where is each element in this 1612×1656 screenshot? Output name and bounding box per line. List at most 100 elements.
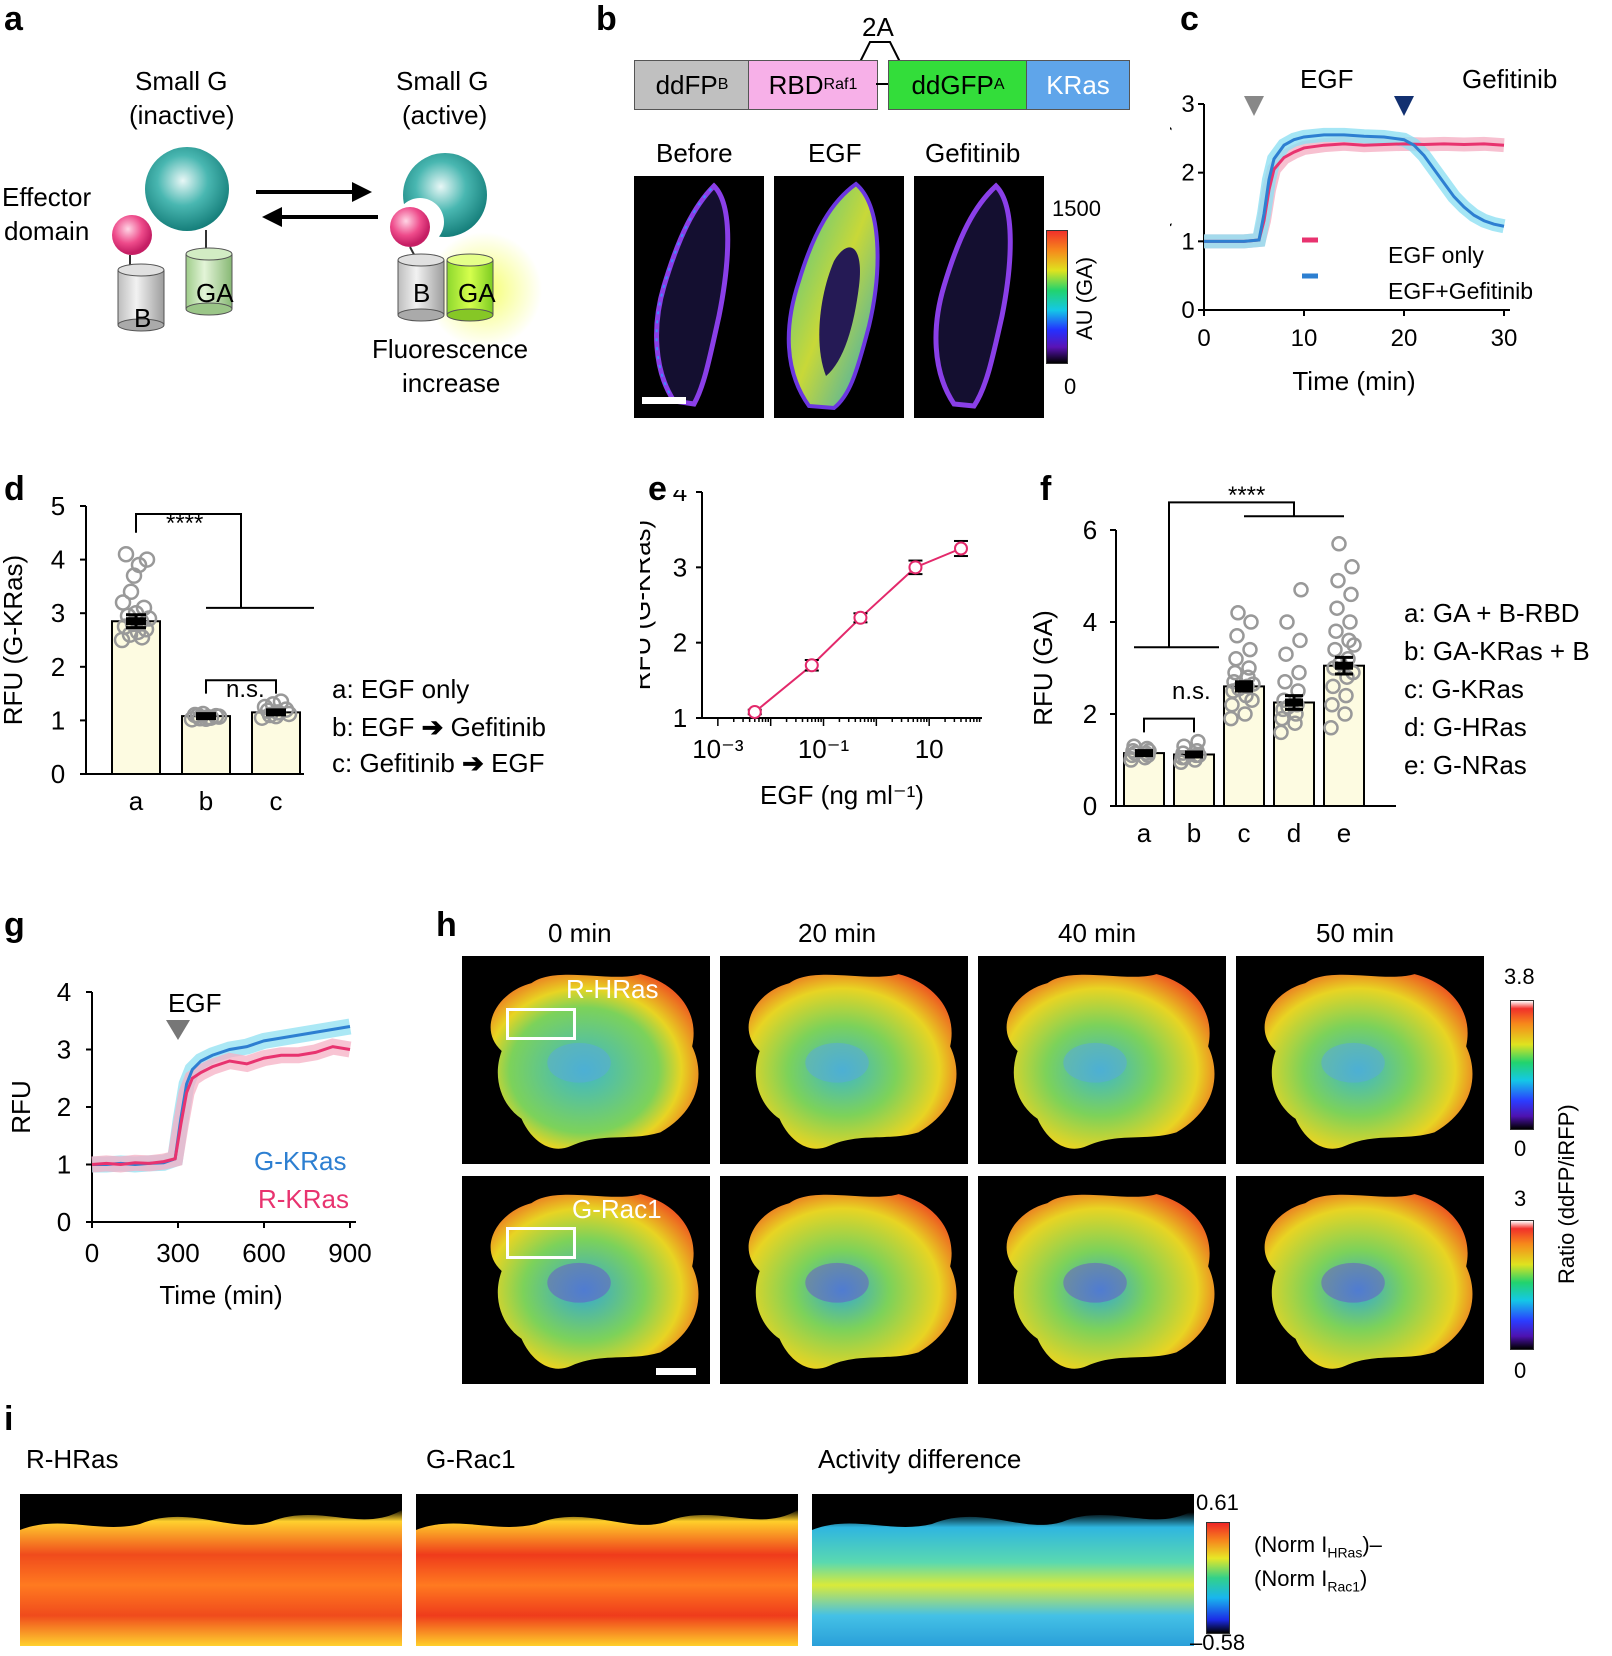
i-title-grac1: G-Rac1 [426, 1444, 516, 1474]
chart-f-xtick-label: a [1137, 818, 1152, 848]
panel-a-schematic [112, 147, 542, 348]
construct-ddgfp-sub: A [993, 76, 1005, 93]
h-row1-label: R-HRas [566, 974, 659, 1004]
h-image-r1-c3 [978, 956, 1226, 1164]
chart-f-point [1244, 692, 1260, 708]
colorbar-h2-max: 3 [1514, 1186, 1527, 1211]
chart-d-xtick-label: b [199, 786, 213, 816]
chart-f-point [1291, 664, 1307, 681]
chart-f-point [1323, 720, 1339, 736]
chart-d-point [125, 567, 143, 584]
cell-image-egf [774, 176, 904, 418]
h-roi-box-2 [506, 1227, 576, 1259]
chart-f-mean [1235, 682, 1253, 691]
condition-gefitinib: Gefitinib [925, 138, 1021, 168]
chart-e-point [804, 658, 819, 673]
chart-d-mean [196, 712, 216, 721]
chart-d-ytick-label: 2 [51, 652, 65, 682]
chart-f-point [1277, 674, 1293, 690]
chart-c-gefitinib-marker [1394, 96, 1414, 116]
effector-ball-right [390, 207, 430, 247]
chart-f-point [1227, 664, 1243, 681]
chart-d: 0 1 2 3 4 5 RFU (G-KRas) a b c [0, 491, 314, 816]
chart-f-point [1344, 559, 1360, 575]
chart-g-ytick-label: 1 [57, 1150, 71, 1180]
chart-f-bar-e [1323, 664, 1365, 807]
chart-g-ytick-label: 2 [57, 1092, 71, 1122]
chart-g-xtick-label: 900 [328, 1238, 371, 1268]
construct-ddgfp-label: ddGFP [911, 69, 994, 100]
cell-image-gefitinib [914, 176, 1044, 418]
chart-e-xlabel: EGF (ng ml⁻¹) [760, 780, 924, 810]
chart-e-xtick-label: 10⁻¹ [798, 734, 850, 764]
panel-label-h: h [436, 906, 457, 944]
i-title-diff: Activity difference [818, 1444, 1022, 1474]
chart-d-mean [126, 617, 146, 626]
chart-f-point [1230, 605, 1246, 621]
condition-before: Before [656, 138, 733, 168]
chart-f-point [1229, 628, 1245, 644]
panel-label-a: a [4, 0, 23, 38]
chart-g-egf-marker [166, 1020, 190, 1040]
chart-f-point [1338, 687, 1354, 704]
chart-c-xtick-label: 10 [1291, 325, 1318, 352]
colorbar-b [1046, 230, 1068, 364]
fluorescence-label-1: Fluorescence [372, 334, 529, 364]
chart-f-point [1328, 623, 1344, 639]
chart-g-xtick-label: 0 [85, 1238, 99, 1268]
chart-g-ylabel: RFU [6, 1080, 36, 1133]
colorbar-h2-min: 0 [1514, 1358, 1527, 1383]
chart-g-series-1 [91, 1045, 351, 1167]
chart-f-mean [1335, 661, 1353, 670]
construct-rbd-raf1: RBD Raf1 [748, 60, 878, 110]
chart-f-point [1337, 706, 1353, 722]
chart-f-ylabel: RFU (GA) [1030, 610, 1058, 726]
colorbar-i-label-2-end: ) [1360, 1566, 1368, 1591]
chart-c-ytick-label: 0 [1181, 297, 1194, 324]
colorbar-h-label: Ratio (ddFP/iRFP) [1554, 1104, 1579, 1284]
chart-d-mean [266, 708, 286, 717]
chart-c-ytick-label: 2 [1181, 160, 1194, 187]
chart-e-ytick-label: 1 [673, 703, 687, 733]
inactive-title-1: Small G [135, 66, 228, 96]
panel-label-e-visible: e [648, 470, 667, 508]
chart-d-point [114, 594, 132, 611]
colorbar-h1-max: 3.8 [1504, 964, 1535, 989]
chart-f-point [1278, 646, 1294, 662]
chart-c-ytick-label: 3 [1181, 91, 1194, 118]
h-image-r1-c4 [1236, 956, 1484, 1164]
arrow-right-icon: ➔ [421, 712, 444, 742]
colorbar-i-label-1-text: (Norm I [1254, 1532, 1328, 1557]
linker-2a-label: 2A [862, 12, 894, 42]
effector-ball-left [112, 215, 152, 255]
chart-c-xtick-label: 30 [1491, 325, 1518, 352]
chart-d-legend-c: c: Gefitinib ➔ EGF [332, 748, 545, 779]
chart-f-point [1176, 738, 1192, 754]
chart-c-xlabel: Time (min) [1292, 366, 1415, 396]
h-time-0: 0 min [548, 918, 612, 948]
chart-f-sig: **** [1228, 482, 1266, 509]
chart-d-ns-bracket [205, 679, 277, 694]
chart-f-point [1343, 586, 1359, 603]
chart-c-legend-egf-only: EGF only [1388, 242, 1484, 268]
construct-rbd-label: RBD [768, 69, 824, 100]
chart-d-legend-b: b: EGF ➔ Gefitinib [332, 712, 546, 743]
scale-bar-b [642, 397, 686, 404]
chart-e: 1 2 3 4 10⁻³ 10⁻¹ 10 EGF (ng ml⁻¹) RFU (G-KRas) [640, 490, 982, 810]
h-image-r1-c1 [462, 956, 710, 1164]
chart-g-xtick-label: 600 [242, 1238, 285, 1268]
chart-d-sig-bracket [135, 513, 242, 608]
chart-g-ytick-label: 4 [57, 977, 71, 1007]
effector-label-1: Effector [2, 182, 92, 212]
chart-c-legend-egf-gefitinib: EGF+Gefitinib [1388, 278, 1534, 304]
chart-e-ylabel: RFU (G-KRas) [640, 520, 656, 690]
chart-f-legend-c: c: G-KRas [1404, 674, 1524, 704]
chart-f-point [1242, 641, 1258, 658]
chart-f-point [1327, 641, 1343, 658]
i-image-1 [20, 1494, 402, 1646]
h-image-r2-c4 [1236, 1176, 1484, 1384]
chart-d-legend-c-text: c: Gefitinib [332, 748, 455, 778]
small-g-inactive-ball [145, 147, 229, 231]
chart-d-legend-c-end: EGF [491, 748, 545, 778]
chart-f-point [1292, 632, 1308, 649]
